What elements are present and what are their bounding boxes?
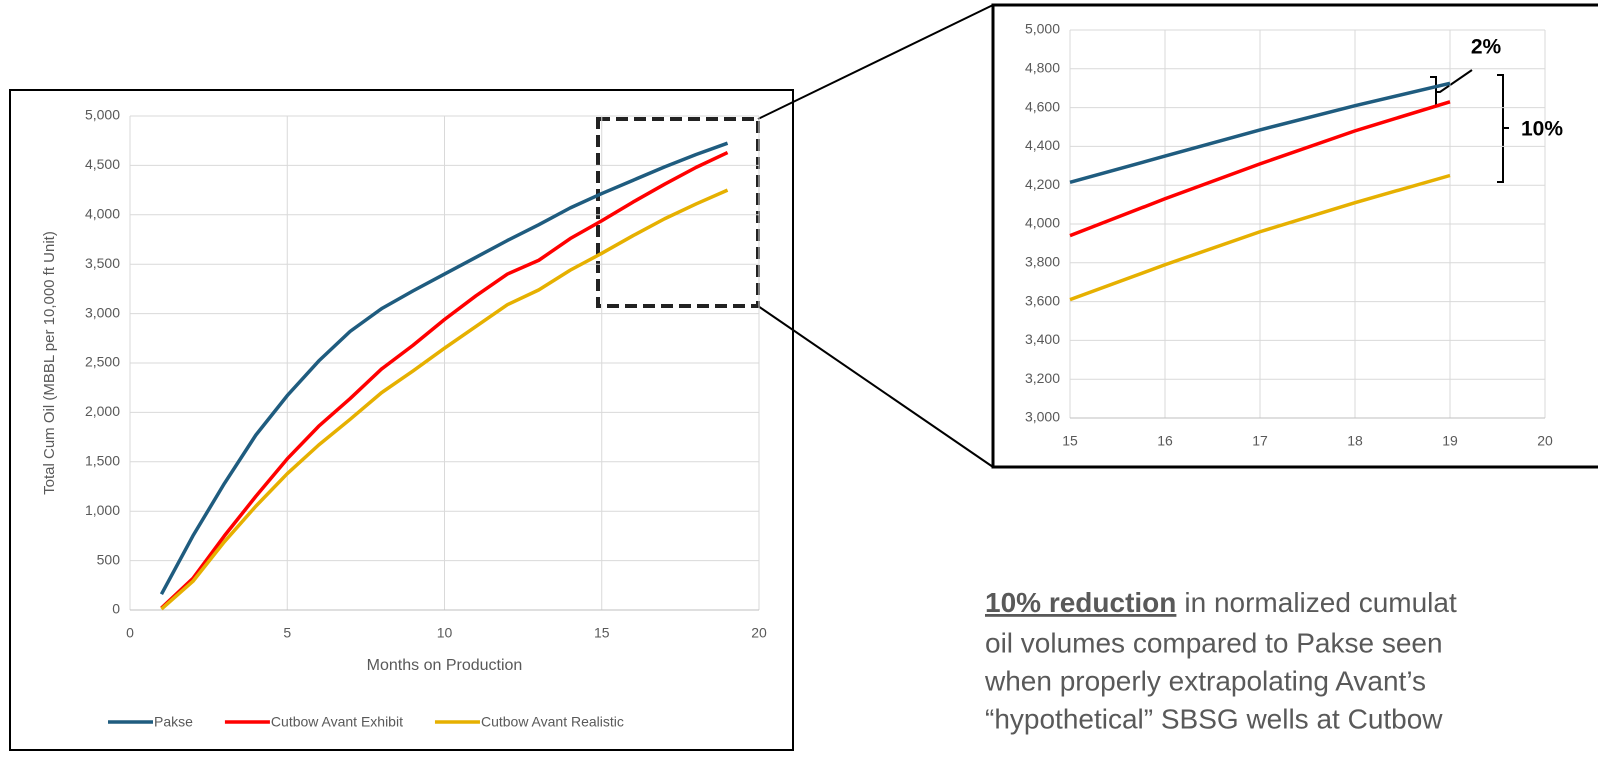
series-line	[1069, 100, 1451, 238]
x-tick-label: 16	[1157, 433, 1173, 449]
y-tick-label: 2,500	[85, 354, 120, 370]
y-tick-label: 3,000	[1025, 409, 1060, 425]
y-tick-label: 3,600	[1025, 292, 1060, 308]
annotation-highlight: 10% reduction	[985, 587, 1176, 618]
zoom-region	[596, 117, 760, 308]
x-tick-label: 10	[437, 625, 453, 641]
y-tick-label: 0	[112, 601, 120, 617]
connector	[757, 305, 994, 468]
y-tick-label: 5,000	[1025, 21, 1060, 37]
series-line	[1069, 81, 1451, 184]
y-tick-label: 500	[97, 551, 121, 567]
annotation-line: in normalized cumulat	[1184, 587, 1457, 618]
x-tick-label: 17	[1252, 433, 1268, 449]
y-tick-label: 4,000	[85, 206, 120, 222]
connector	[757, 4, 994, 120]
y-tick-label: 4,500	[85, 156, 120, 172]
y-tick-label: 1,500	[85, 453, 120, 469]
legend-label: Cutbow Avant Exhibit	[271, 714, 403, 730]
y-tick-label: 5,000	[85, 107, 120, 123]
y-tick-label: 4,800	[1025, 60, 1060, 76]
annotation: 10%	[1521, 118, 1563, 141]
zoom-frame	[991, 3, 1598, 469]
y-tick-label: 3,500	[85, 255, 120, 271]
y-axis-title: Total Cum Oil (MBBL per 10,000 ft Unit)	[41, 231, 58, 495]
y-tick-label: 1,000	[85, 502, 120, 518]
y-tick-label: 3,200	[1025, 370, 1060, 386]
annotation-text: 10% reduction in normalized cumulat	[985, 587, 1457, 618]
series-line	[160, 150, 729, 610]
x-tick-label: 15	[1062, 433, 1078, 449]
annotation-line: when properly extrapolating Avant’s	[984, 665, 1426, 696]
y-tick-label: 3,800	[1025, 254, 1060, 270]
y-tick-label: 4,000	[1025, 215, 1060, 231]
x-tick-label: 18	[1347, 433, 1363, 449]
legend-label: Cutbow Avant Realistic	[481, 714, 624, 730]
x-tick-label: 19	[1442, 433, 1458, 449]
x-tick-label: 5	[283, 625, 291, 641]
main-frame	[9, 89, 794, 751]
y-tick-label: 2,000	[85, 403, 120, 419]
series-line	[160, 188, 729, 611]
x-tick-label: 15	[594, 625, 610, 641]
x-tick-label: 20	[751, 625, 767, 641]
y-tick-label: 3,400	[1025, 331, 1060, 347]
series-line	[159, 141, 729, 596]
x-tick-label: 0	[126, 625, 134, 641]
y-tick-label: 4,400	[1025, 137, 1060, 153]
annotation-line: “hypothetical” SBSG wells at Cutbow	[985, 703, 1443, 734]
annotation: 2%	[1471, 36, 1502, 59]
y-tick-label: 4,600	[1025, 98, 1060, 114]
bracket-10pct	[1497, 74, 1509, 183]
x-axis-title: Months on Production	[367, 657, 523, 674]
legend-label: Pakse	[154, 714, 193, 730]
y-tick-label: 4,200	[1025, 176, 1060, 192]
y-tick-label: 3,000	[85, 304, 120, 320]
annotation-line: oil volumes compared to Pakse seen	[985, 627, 1443, 658]
series-line	[1069, 173, 1451, 302]
bracket-2pct	[1430, 69, 1473, 108]
x-tick-label: 20	[1537, 433, 1553, 449]
